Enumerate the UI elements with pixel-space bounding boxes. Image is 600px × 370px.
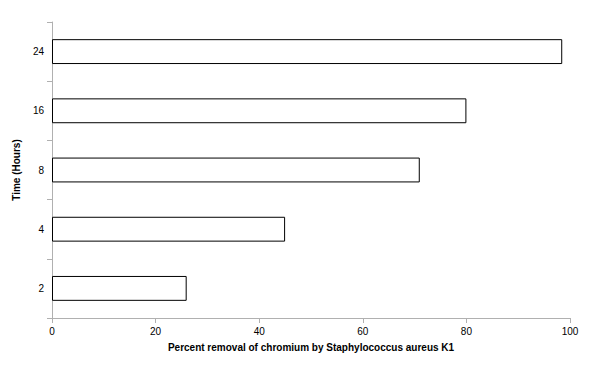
svg-text:8: 8 <box>38 165 44 176</box>
svg-text:24: 24 <box>33 46 45 57</box>
svg-text:Time (Hours): Time (Hours) <box>11 139 22 201</box>
svg-text:16: 16 <box>33 105 45 116</box>
svg-text:20: 20 <box>150 326 162 337</box>
svg-text:60: 60 <box>357 326 369 337</box>
svg-text:100: 100 <box>562 326 579 337</box>
svg-text:4: 4 <box>38 224 44 235</box>
svg-text:0: 0 <box>49 326 55 337</box>
svg-text:Percent removal of chromium by: Percent removal of chromium by Staphyloc… <box>168 342 455 353</box>
svg-text:40: 40 <box>254 326 266 337</box>
svg-text:2: 2 <box>38 283 44 294</box>
svg-text:80: 80 <box>461 326 473 337</box>
